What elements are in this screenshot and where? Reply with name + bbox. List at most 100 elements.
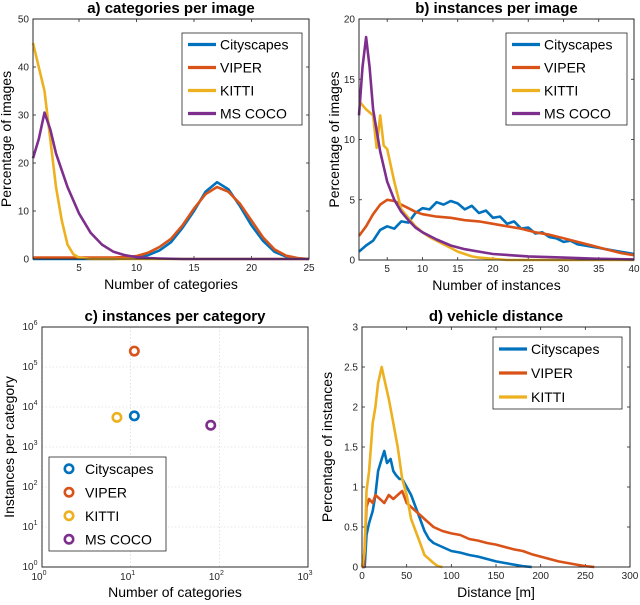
tick-base: 10 bbox=[297, 572, 309, 583]
legend-label: KITTI bbox=[220, 83, 254, 99]
point-viper bbox=[128, 345, 140, 357]
tick-exponent: 0 bbox=[34, 560, 38, 567]
legend-box bbox=[505, 32, 628, 126]
x-tick-label: 50 bbox=[401, 571, 413, 582]
x-tick-label: 25 bbox=[303, 263, 315, 274]
y-tick-label: 0 bbox=[349, 256, 355, 267]
y-tick-label: 1 bbox=[352, 483, 358, 494]
series-line-ms-coco bbox=[31, 111, 309, 261]
x-tick-label: 20 bbox=[246, 263, 258, 274]
y-axis-label: Percentage of images bbox=[326, 71, 342, 207]
x-tick-label: 103 bbox=[297, 570, 312, 583]
legend-label: Cityscapes bbox=[85, 461, 153, 477]
series-line-ms-coco bbox=[357, 35, 635, 261]
legend-swatch bbox=[63, 510, 75, 522]
tick-base: 10 bbox=[209, 572, 221, 583]
y-tick-label: 15 bbox=[344, 75, 356, 86]
x-tick-label: 15 bbox=[452, 264, 464, 275]
x-tick-label: 30 bbox=[558, 264, 570, 275]
legend-label: MS COCO bbox=[544, 106, 611, 122]
y-tick-label: 10 bbox=[18, 207, 30, 218]
chart-title: a) categories per image bbox=[87, 0, 255, 17]
tick-exponent: 1 bbox=[131, 570, 135, 577]
y-tick-label: 3 bbox=[352, 323, 358, 334]
y-tick-label: 101 bbox=[22, 520, 37, 533]
series-line-kitti bbox=[360, 365, 443, 569]
plot-border bbox=[41, 326, 309, 568]
tick-exponent: 0 bbox=[43, 570, 47, 577]
chart-d: 0 50 100 150 200 250 300 0 0.5 1 1.5 2 2.5 3 d) vehicl… bbox=[319, 308, 639, 600]
tick-exponent: 6 bbox=[34, 320, 38, 327]
point-cityscapes bbox=[128, 410, 140, 422]
legend-label: MS COCO bbox=[220, 106, 287, 122]
legend-label: MS COCO bbox=[85, 531, 152, 547]
y-tick-label: 105 bbox=[22, 360, 37, 373]
legend-swatch bbox=[63, 533, 75, 545]
y-axis-label: Percentage of instances bbox=[319, 372, 335, 522]
y-tick-label: 0 bbox=[23, 255, 29, 266]
tick-base: 10 bbox=[22, 322, 34, 333]
tick-base: 10 bbox=[120, 572, 132, 583]
legend-label: KITTI bbox=[85, 508, 119, 524]
y-tick-label: 2.5 bbox=[344, 363, 358, 374]
y-tick-label: 104 bbox=[22, 400, 37, 413]
legend-label: KITTI bbox=[531, 389, 565, 405]
legend: Cityscapes VIPER KITTI bbox=[492, 336, 623, 410]
series-line-cityscapes bbox=[362, 449, 532, 569]
tick-base: 10 bbox=[22, 402, 34, 413]
plot-border bbox=[358, 18, 635, 261]
y-tick-label: 106 bbox=[22, 320, 37, 333]
tick-base: 10 bbox=[22, 442, 34, 453]
y-tick-label: 103 bbox=[22, 440, 37, 453]
y-axis-label: Percentage of images bbox=[0, 71, 14, 207]
x-tick-label: 150 bbox=[488, 571, 505, 582]
legend-box bbox=[181, 32, 303, 126]
legend-swatch bbox=[63, 463, 75, 475]
y-tick-label: 102 bbox=[22, 480, 37, 493]
plot-border bbox=[361, 326, 631, 568]
legend-label: VIPER bbox=[220, 60, 262, 76]
tick-exponent: 4 bbox=[34, 400, 38, 407]
tick-exponent: 2 bbox=[220, 570, 224, 577]
y-tick-label: 30 bbox=[18, 111, 30, 122]
y-tick-label: 20 bbox=[18, 159, 30, 170]
y-axis-label: Instances per category bbox=[1, 376, 17, 518]
x-tick-label: 102 bbox=[209, 570, 224, 583]
x-tick-label: 200 bbox=[532, 571, 549, 582]
chart-a: 5 10 15 20 25 0 10 20 30 40 50 a) categories per im… bbox=[0, 0, 315, 292]
point-kitti bbox=[111, 411, 123, 423]
tick-base: 10 bbox=[22, 562, 34, 573]
legend: Cityscapes VIPER KITTI MS COCO bbox=[505, 32, 628, 126]
x-tick-label: 101 bbox=[120, 570, 135, 583]
x-tick-label: 5 bbox=[384, 264, 390, 275]
x-tick-label: 10 bbox=[417, 264, 429, 275]
chart-title: b) instances per image bbox=[415, 0, 578, 17]
x-axis-label: Number of categories bbox=[108, 584, 242, 600]
series-line-viper bbox=[357, 198, 635, 257]
x-tick-label: 0 bbox=[359, 571, 365, 582]
x-axis-label: Number of categories bbox=[104, 276, 238, 292]
y-tick-label: 5 bbox=[349, 195, 355, 206]
tick-exponent: 5 bbox=[34, 360, 38, 367]
tick-exponent: 3 bbox=[34, 440, 38, 447]
legend-label: VIPER bbox=[85, 484, 127, 500]
x-tick-label: 300 bbox=[622, 571, 639, 582]
x-tick-label: 100 bbox=[443, 571, 460, 582]
x-tick-label: 15 bbox=[188, 263, 200, 274]
y-tick-label: 0 bbox=[352, 563, 358, 574]
y-tick-label: 50 bbox=[18, 15, 30, 26]
y-tick-label: 40 bbox=[18, 63, 30, 74]
tick-exponent: 1 bbox=[34, 520, 38, 527]
legend-label: VIPER bbox=[531, 365, 573, 381]
legend-swatch bbox=[63, 486, 75, 498]
chart-title: c) instances per category bbox=[85, 308, 267, 325]
tick-base: 10 bbox=[31, 572, 43, 583]
y-tick-label: 100 bbox=[22, 560, 37, 573]
x-tick-label: 35 bbox=[593, 264, 605, 275]
y-tick-label: 10 bbox=[344, 135, 356, 146]
series-line-cityscapes bbox=[358, 199, 635, 256]
x-tick-label: 40 bbox=[628, 264, 640, 275]
point-ms-coco bbox=[205, 419, 217, 431]
